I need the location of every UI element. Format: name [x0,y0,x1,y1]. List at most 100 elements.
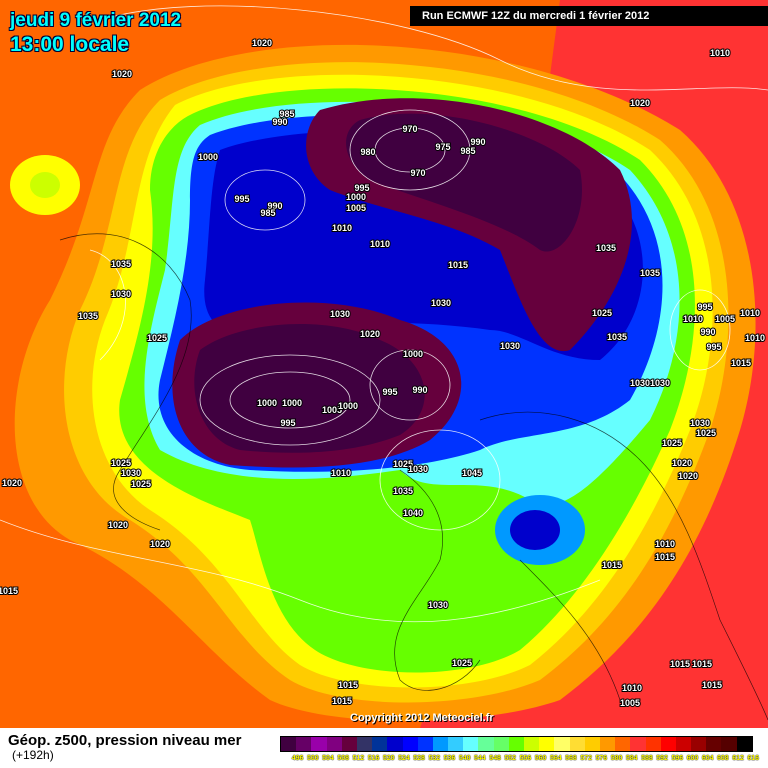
scale-tick-label: 560 [534,755,547,762]
isobar-label: 1045 [462,468,482,478]
scale-tick-label: 532 [428,755,441,762]
scale-swatch [402,737,418,751]
scale-tick-label: 580 [610,755,623,762]
isobar-label: 1005 [715,314,735,324]
isobar-label: 990 [700,327,715,337]
isobar-label: 1035 [78,311,98,321]
isobar-label: 1005 [346,203,366,213]
color-scale-bar [280,736,753,752]
isobar-label: 1000 [198,152,218,162]
scale-tick-label: 524 [398,755,410,762]
isobar-label: 1000 [346,192,366,202]
isobar-label: 1000 [403,349,423,359]
scale-tick-label: 552 [504,755,517,762]
isobar-label: 1015 [0,586,18,596]
isobar-label: 1030 [330,309,350,319]
isobar-label: 1005 [322,405,342,415]
scale-tick-label: 604 [701,755,714,762]
scale-tick-label: 608 [717,755,729,762]
scale-tick-label: 612 [732,755,744,762]
isobar-label: 995 [697,302,712,312]
isobar-label: 985 [260,208,275,218]
isobar-label: 1030 [428,600,448,610]
isobar-label: 1035 [393,486,413,496]
model-run-banner: Run ECMWF 12Z du mercredi 1 février 2012 [410,6,768,26]
isobar-label: 1020 [678,471,698,481]
scale-swatch [736,737,752,751]
scale-tick-label: 508 [337,755,349,762]
isobar-label: 1020 [112,69,132,79]
scale-tick-label: 500 [306,755,319,762]
scale-tick-label: 544 [474,755,486,762]
isobar-label: 975 [435,142,450,152]
isobar-label: 1015 [448,260,468,270]
scale-swatch [706,737,722,751]
scale-swatch [675,737,692,751]
scale-swatch [326,737,342,751]
scale-tick-label: 512 [352,755,365,762]
scale-swatch [660,737,676,751]
scale-tick-label: 576 [595,755,608,762]
forecast-date: jeudi 9 février 2012 [10,10,182,31]
scale-swatch [554,737,570,751]
isobar-label: 1025 [147,333,167,343]
isobar-label: 1025 [592,308,612,318]
scale-tick-label: 516 [367,755,380,762]
scale-swatch [691,737,707,751]
isobar-label: 1025 [662,438,682,448]
scale-tick-label: 588 [641,755,653,762]
isobar-label: 1010 [370,239,390,249]
isobar-label: 990 [272,117,287,127]
isobar-label: 1030 [650,378,670,388]
scale-swatch [630,737,646,751]
isobar-label: 1000 [282,398,302,408]
isobar-label: 1030 [111,289,131,299]
scale-swatch [615,737,631,751]
scale-swatch [387,737,403,751]
isobar-label: 995 [706,342,721,352]
isobar-label: 1015 [655,552,675,562]
isobar-label: 1020 [2,478,22,488]
scale-swatch [721,737,737,751]
color-scale-ticks: 496 500 504 508 512 516 520 524 528 532 536 540 544 5… [290,755,761,762]
isobar-label: 1010 [622,683,642,693]
isobar-label: 1010 [740,308,760,318]
isobar-label: 1030 [630,378,650,388]
scale-swatch [356,737,373,751]
legend-panel: Géop. z500, pression niveau mer (+192h) … [0,728,768,768]
scale-swatch [448,737,464,751]
isobar-label: 995 [354,183,369,193]
scale-swatch [341,737,357,751]
scale-swatch [584,737,600,751]
scale-swatch [372,737,388,751]
isobar-label: 1020 [630,98,650,108]
scale-tick-label: 616 [747,755,760,762]
isobar-label: 1000 [338,401,358,411]
isobar-label: 990 [267,201,282,211]
scale-swatch [432,737,449,751]
scale-swatch [539,737,555,751]
isobar-label: 1015 [338,680,358,690]
scale-tick-label: 504 [322,755,334,762]
scale-tick-label: 540 [458,755,471,762]
high-cell-west-core [30,172,60,198]
isobar-label: 1015 [692,659,712,669]
isobar-label: 1020 [672,458,692,468]
legend-subtitle: (+192h) [12,748,54,762]
isobar-label: 1010 [655,539,675,549]
isobar-label: 995 [382,387,397,397]
scale-swatch [281,737,297,751]
isobar-label: 1035 [111,259,131,269]
scale-swatch [524,737,540,751]
isobar-label: 1025 [452,658,472,668]
isobar-label: 980 [360,147,375,157]
scale-tick-label: 528 [413,755,425,762]
isobar-label: 1040 [403,508,423,518]
isobar-label: 1025 [696,428,716,438]
low-core-west [194,323,425,453]
isobar-label: 1015 [731,358,751,368]
isobar-label: 1010 [683,314,703,324]
isobar-label: 1010 [331,468,351,478]
isobar-label: 985 [279,109,294,119]
